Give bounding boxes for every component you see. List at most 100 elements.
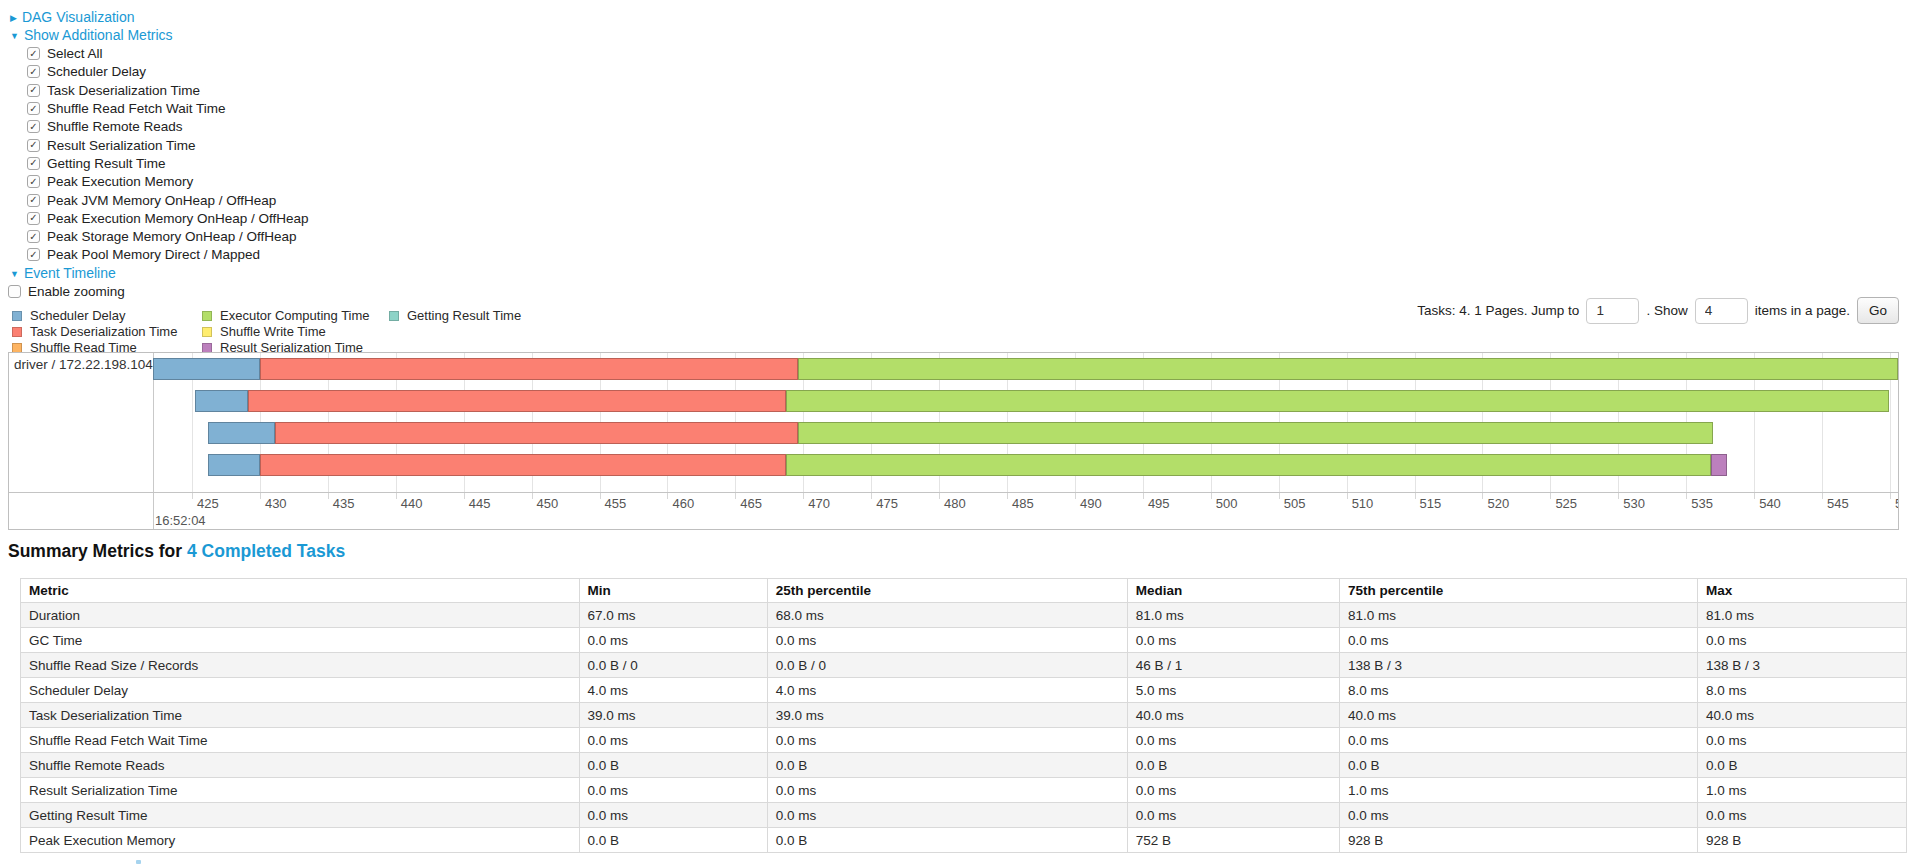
- task-bar-segment-result-serialization[interactable]: [1711, 454, 1727, 476]
- metric-checkbox[interactable]: ✓: [27, 139, 40, 152]
- event-timeline-label[interactable]: Event Timeline: [24, 265, 116, 281]
- axis-tick-label: 545: [1827, 496, 1849, 511]
- axis-tick: [260, 493, 261, 499]
- metric-value-cell: 138 B / 3: [1698, 653, 1907, 678]
- metric-checkbox[interactable]: ✓: [27, 84, 40, 97]
- metric-checkbox-label[interactable]: Peak JVM Memory OnHeap / OffHeap: [47, 193, 276, 208]
- metric-value-cell: 0.0 ms: [1339, 803, 1697, 828]
- axis-tick: [1211, 493, 1212, 499]
- metric-checkbox-label[interactable]: Task Deserialization Time: [47, 83, 200, 98]
- pagination-prefix: Tasks: 4. 1 Pages. Jump to: [1417, 303, 1579, 318]
- metric-value-cell: 4.0 ms: [579, 678, 767, 703]
- task-bar-segment-scheduler-delay[interactable]: [208, 454, 260, 476]
- metric-checkbox-label[interactable]: Shuffle Remote Reads: [47, 119, 183, 134]
- timeline-axis: 16:52:04 4254304354404454504554604654704…: [9, 492, 1898, 530]
- metric-checkbox[interactable]: ✓: [27, 175, 40, 188]
- metric-checkbox[interactable]: ✓: [27, 248, 40, 261]
- dag-visualization-label[interactable]: DAG Visualization: [22, 9, 135, 25]
- go-button[interactable]: Go: [1857, 297, 1899, 324]
- task-bar-segment-executor-computing[interactable]: [786, 454, 1711, 476]
- axis-tick-label: 550: [1895, 496, 1899, 511]
- axis-tick: [1550, 493, 1551, 499]
- table-header-row: MetricMin25th percentileMedian75th perce…: [21, 579, 1907, 603]
- axis-tick-label: 540: [1759, 496, 1781, 511]
- axis-tick: [1890, 493, 1891, 499]
- task-bar-segment-executor-computing[interactable]: [786, 390, 1889, 412]
- metric-checkbox-label[interactable]: Select All: [47, 46, 103, 61]
- task-bar-segment-task-deserialization[interactable]: [260, 454, 786, 476]
- axis-tick-label: 515: [1420, 496, 1442, 511]
- axis-tick: [328, 493, 329, 499]
- metric-checkbox-label[interactable]: Peak Storage Memory OnHeap / OffHeap: [47, 229, 297, 244]
- task-pagination: Tasks: 4. 1 Pages. Jump to . Show items …: [1417, 297, 1899, 324]
- task-bar-segment-task-deserialization[interactable]: [275, 422, 798, 444]
- completed-tasks-link[interactable]: 4 Completed Tasks: [187, 541, 345, 561]
- dag-visualization-toggle[interactable]: ▶ DAG Visualization: [10, 8, 135, 26]
- task-bar-segment-task-deserialization[interactable]: [260, 358, 798, 380]
- legend-label: Task Deserialization Time: [30, 324, 177, 339]
- metric-checkbox-label[interactable]: Result Serialization Time: [47, 138, 196, 153]
- axis-tick-label: 465: [740, 496, 762, 511]
- metric-value-cell: 0.0 ms: [1698, 628, 1907, 653]
- chevron-down-icon: ▼: [10, 27, 19, 45]
- axis-tick-label: 470: [808, 496, 830, 511]
- task-bar-segment-executor-computing[interactable]: [798, 422, 1714, 444]
- jump-to-page-input[interactable]: [1586, 298, 1639, 324]
- enable-zooming-checkbox[interactable]: [8, 285, 21, 298]
- metric-checkbox[interactable]: ✓: [27, 47, 40, 60]
- legend-swatch-icon: [389, 311, 399, 321]
- task-bar-segment-task-deserialization[interactable]: [248, 390, 786, 412]
- metric-name-cell: Shuffle Read Fetch Wait Time: [21, 728, 580, 753]
- metric-checkbox-label[interactable]: Scheduler Delay: [47, 64, 146, 79]
- table-row: Scheduler Delay4.0 ms4.0 ms5.0 ms8.0 ms8…: [21, 678, 1907, 703]
- metric-checkbox-label[interactable]: Peak Execution Memory: [47, 174, 193, 189]
- task-bar-segment-scheduler-delay[interactable]: [195, 390, 248, 412]
- column-header-75th-percentile: 75th percentile: [1339, 579, 1697, 603]
- metric-checkbox[interactable]: ✓: [27, 157, 40, 170]
- metric-checkbox-label[interactable]: Shuffle Read Fetch Wait Time: [47, 101, 226, 116]
- legend-label: Getting Result Time: [407, 308, 521, 323]
- metric-checkbox-label[interactable]: Peak Execution Memory OnHeap / OffHeap: [47, 211, 309, 226]
- event-timeline-toggle[interactable]: ▼Event Timeline: [10, 264, 116, 282]
- metric-checkbox[interactable]: ✓: [27, 120, 40, 133]
- metric-checkbox[interactable]: ✓: [27, 212, 40, 225]
- metric-checkbox-label[interactable]: Peak Pool Memory Direct / Mapped: [47, 247, 260, 262]
- show-additional-metrics-toggle[interactable]: ▼ Show Additional Metrics: [10, 26, 173, 44]
- legend-swatch-icon: [202, 327, 212, 337]
- axis-tick: [192, 493, 193, 499]
- metric-value-cell: 752 B: [1127, 828, 1339, 853]
- metric-value-cell: 81.0 ms: [1127, 603, 1339, 628]
- timeline-plot-area: [153, 353, 1898, 492]
- metric-value-cell: 67.0 ms: [579, 603, 767, 628]
- axis-tick-label: 475: [876, 496, 898, 511]
- task-bar-segment-executor-computing[interactable]: [798, 358, 1898, 380]
- legend-item: Scheduler Delay: [12, 308, 125, 323]
- legend-item: Task Deserialization Time: [12, 324, 177, 339]
- chevron-right-icon: ▶: [10, 9, 17, 27]
- column-header-metric: Metric: [21, 579, 580, 603]
- metric-checkbox[interactable]: ✓: [27, 194, 40, 207]
- metric-value-cell: 0.0 ms: [767, 803, 1127, 828]
- metric-checkbox[interactable]: ✓: [27, 65, 40, 78]
- metric-checkbox-label[interactable]: Getting Result Time: [47, 156, 166, 171]
- legend-label: Scheduler Delay: [30, 308, 125, 323]
- legend-swatch-icon: [202, 343, 212, 353]
- axis-tick: [1415, 493, 1416, 499]
- legend-item: Executor Computing Time: [202, 308, 370, 323]
- metric-checkbox-row: ✓ Peak Execution Memory OnHeap / OffHeap: [27, 209, 309, 227]
- axis-tick-label: 455: [605, 496, 627, 511]
- metric-value-cell: 0.0 B / 0: [579, 653, 767, 678]
- metric-checkbox[interactable]: ✓: [27, 102, 40, 115]
- items-per-page-input[interactable]: [1695, 298, 1748, 324]
- show-additional-metrics-label[interactable]: Show Additional Metrics: [24, 27, 173, 43]
- enable-zooming-label[interactable]: Enable zooming: [28, 284, 125, 299]
- task-bar-segment-scheduler-delay[interactable]: [153, 358, 260, 380]
- legend-swatch-icon: [12, 327, 22, 337]
- metric-checkbox[interactable]: ✓: [27, 230, 40, 243]
- task-bar-segment-scheduler-delay[interactable]: [208, 422, 275, 444]
- metric-value-cell: 0.0 ms: [1127, 628, 1339, 653]
- metric-checkbox-row: ✓ Scheduler Delay: [27, 63, 146, 81]
- metric-checkbox-row: ✓ Shuffle Read Fetch Wait Time: [27, 100, 226, 118]
- metric-value-cell: 0.0 ms: [1127, 778, 1339, 803]
- axis-tick: [396, 493, 397, 499]
